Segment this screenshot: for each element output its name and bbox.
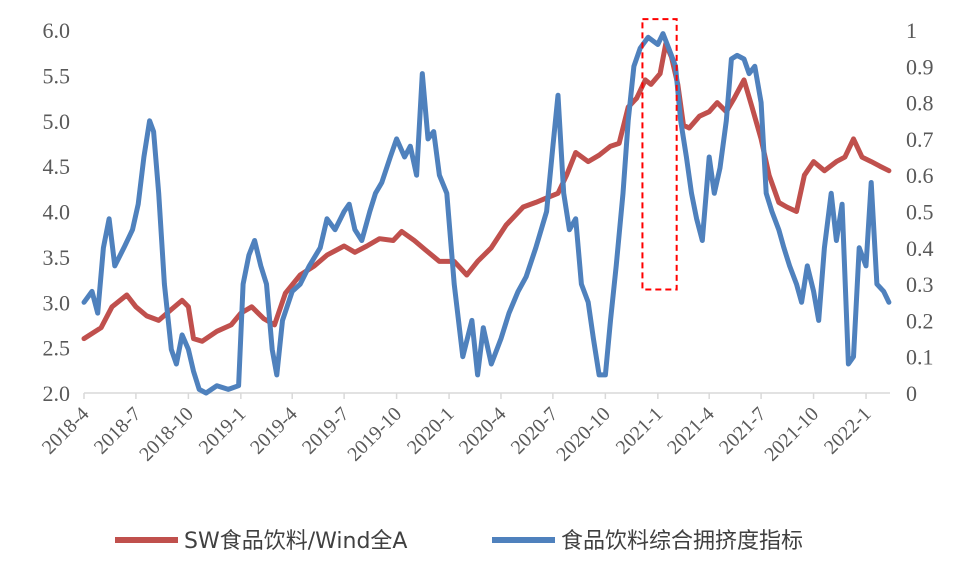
x-tick-label: 2021-1 bbox=[612, 403, 668, 459]
right-tick-label: 0.6 bbox=[906, 163, 934, 188]
left-tick-label: 4.5 bbox=[43, 154, 71, 179]
left-tick-label: 6.0 bbox=[43, 18, 71, 43]
left-tick-label: 3.5 bbox=[43, 245, 71, 270]
left-tick-label: 2.0 bbox=[43, 381, 71, 406]
legend-label: SW食品饮料/Wind全A bbox=[184, 529, 407, 554]
left-tick-label: 5.5 bbox=[43, 63, 71, 88]
left-tick-label: 5.0 bbox=[43, 109, 71, 134]
legend-label: 食品饮料综合拥挤度指标 bbox=[561, 529, 803, 554]
legend: SW食品饮料/Wind全A 食品饮料综合拥挤度指标 bbox=[115, 529, 803, 554]
series-layer bbox=[81, 31, 892, 396]
right-tick-label: 0.3 bbox=[906, 272, 934, 297]
x-tick-label: 2018-10 bbox=[135, 403, 198, 466]
series-line-crowding bbox=[81, 31, 892, 396]
x-tick-label: 2020-1 bbox=[403, 403, 459, 459]
left-tick-label: 2.5 bbox=[43, 336, 71, 361]
right-axis-ticks: 0 0.1 0.2 0.3 0.4 0.5 0.6 0.7 0.8 0.9 1 bbox=[906, 18, 934, 406]
x-tick-label: 2019-1 bbox=[195, 403, 251, 459]
right-tick-label: 1 bbox=[906, 18, 917, 43]
series-line-ratio bbox=[81, 41, 892, 344]
right-tick-label: 0.4 bbox=[906, 236, 934, 261]
right-tick-label: 0.2 bbox=[906, 308, 934, 333]
right-tick-label: 0.9 bbox=[906, 54, 934, 79]
x-tick-label: 2019-4 bbox=[246, 403, 302, 459]
right-tick-label: 0.1 bbox=[906, 345, 934, 370]
x-tick-label: 2022-1 bbox=[820, 403, 876, 459]
right-tick-label: 0.7 bbox=[906, 127, 934, 152]
x-tick-label: 2020-4 bbox=[455, 403, 511, 459]
x-tick-label: 2021-10 bbox=[760, 403, 823, 466]
highlight-box bbox=[641, 18, 678, 291]
left-tick-label: 4.0 bbox=[43, 200, 71, 225]
right-tick-label: 0 bbox=[906, 381, 917, 406]
right-tick-label: 0.8 bbox=[906, 91, 934, 116]
x-tick-label: 2018-4 bbox=[38, 403, 94, 459]
x-axis-ticks: 2018-42018-72018-102019-12019-42019-7201… bbox=[38, 393, 876, 466]
x-tick-label: 2019-10 bbox=[343, 403, 406, 466]
x-tick-label: 2021-4 bbox=[663, 403, 719, 459]
left-axis-ticks: 2.0 2.5 3.0 3.5 4.0 4.5 5.0 5.5 6.0 bbox=[43, 18, 71, 406]
right-tick-label: 0.5 bbox=[906, 200, 934, 225]
x-tick-label: 2020-10 bbox=[552, 403, 615, 466]
left-tick-label: 3.0 bbox=[43, 290, 71, 315]
